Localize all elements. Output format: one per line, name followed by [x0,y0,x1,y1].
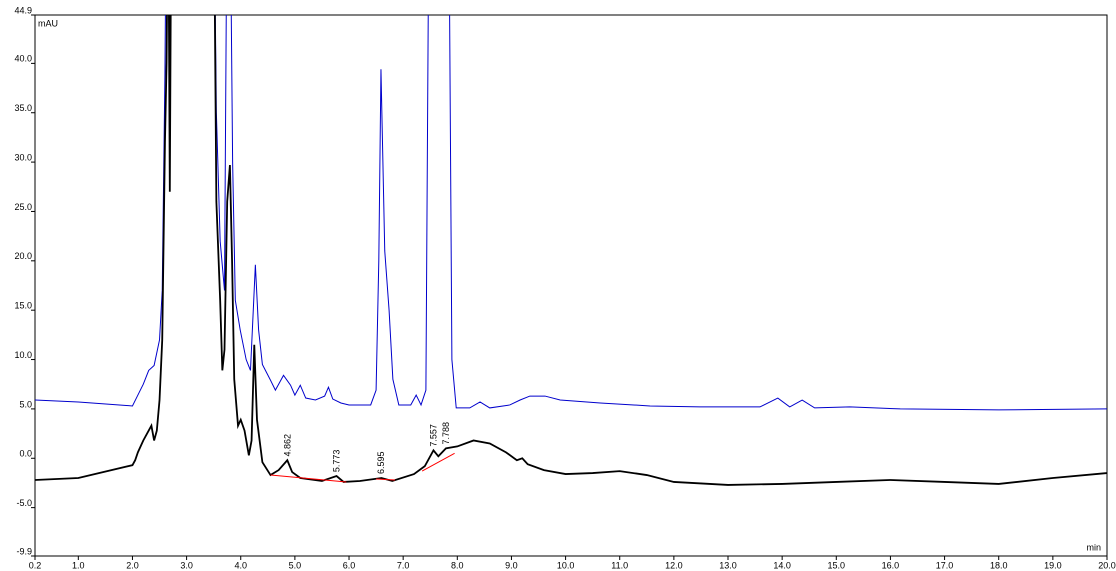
y-tick-label: -9.9 [16,546,32,556]
x-tick-label: 14.0 [773,560,791,570]
y-tick-label: 10.0 [14,350,32,360]
trace [35,15,1107,486]
y-axis-label: mAU [38,18,58,28]
peak-label: 6.595 [376,452,386,475]
y-tick-label: 35.0 [14,103,32,113]
y-tick-label: 25.0 [14,202,32,212]
x-tick-label: 3.0 [180,560,193,570]
y-tick-label: 5.0 [19,399,32,409]
x-tick-label: 4.0 [234,560,247,570]
x-tick-label: 18.0 [990,560,1008,570]
x-tick-label: 19.0 [1044,560,1062,570]
trace [270,452,455,483]
x-tick-label: 9.0 [505,560,518,570]
x-tick-label: 6.0 [343,560,356,570]
x-tick-label: 2.0 [126,560,139,570]
x-tick-label: 5.0 [289,560,302,570]
x-tick-label: 20.0 [1098,560,1116,570]
x-tick-label: 1.0 [72,560,85,570]
x-tick-label: 12.0 [665,560,683,570]
x-tick-label: 13.0 [719,560,737,570]
y-tick-label: 40.0 [14,54,32,64]
x-tick-label: 10.0 [557,560,575,570]
y-tick-label: 20.0 [14,251,32,261]
peak-label: 7.788 [441,422,451,445]
peak-label: 7.557 [428,424,438,447]
peak-label: 5.773 [332,450,342,473]
plot-frame [34,14,1108,557]
y-tick-label: 15.0 [14,301,32,311]
plot-area [35,15,1107,486]
x-tick-label: 11.0 [611,560,628,570]
x-tick-label: 7.0 [397,560,410,570]
x-tick-label: 15.0 [828,560,846,570]
x-tick-label: 8.0 [451,560,464,570]
x-axis-label: min [1086,542,1101,552]
x-tick-label: 17.0 [936,560,954,570]
x-tick-label: 0.2 [29,560,42,570]
y-tick-label: 30.0 [14,152,32,162]
x-tick-label: 16.0 [882,560,900,570]
y-tick-label: -5.0 [16,498,32,508]
y-tick-label: 44.9 [14,5,32,15]
y-tick-label: 0.0 [19,449,32,459]
peak-label: 4.862 [282,434,292,457]
trace [35,15,1107,411]
